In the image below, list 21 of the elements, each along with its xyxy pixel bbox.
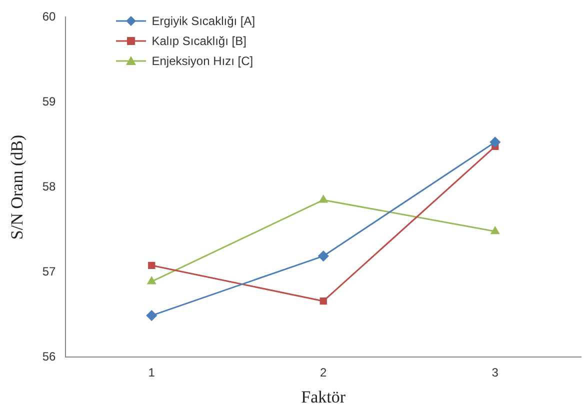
- x-axis-title: Faktör: [301, 387, 346, 406]
- legend-label: Enjeksiyon Hızı [C]: [152, 54, 254, 68]
- point: [319, 195, 328, 203]
- point: [146, 310, 157, 321]
- y-tick-label: 58: [42, 180, 56, 194]
- point: [490, 136, 500, 148]
- point: [320, 298, 327, 305]
- y-tick-label: 59: [42, 94, 56, 109]
- y-tick-label: 57: [42, 264, 56, 279]
- y-axis-title: S/N Oranı (dB): [8, 134, 27, 240]
- y-tick-label: 56: [42, 350, 56, 364]
- y-tick-label: 60: [42, 10, 56, 24]
- x-tick-label: 2: [320, 366, 328, 380]
- point: [318, 250, 329, 262]
- point: [490, 226, 500, 234]
- x-tick-label: 3: [492, 366, 499, 380]
- point: [148, 262, 156, 269]
- legend-label: Kalıp Sıcaklığı [B]: [152, 34, 246, 48]
- point: [147, 276, 156, 284]
- x-tick-label: 1: [148, 366, 156, 380]
- legend-label: Ergiyik Sıcaklığı [A]: [152, 14, 256, 28]
